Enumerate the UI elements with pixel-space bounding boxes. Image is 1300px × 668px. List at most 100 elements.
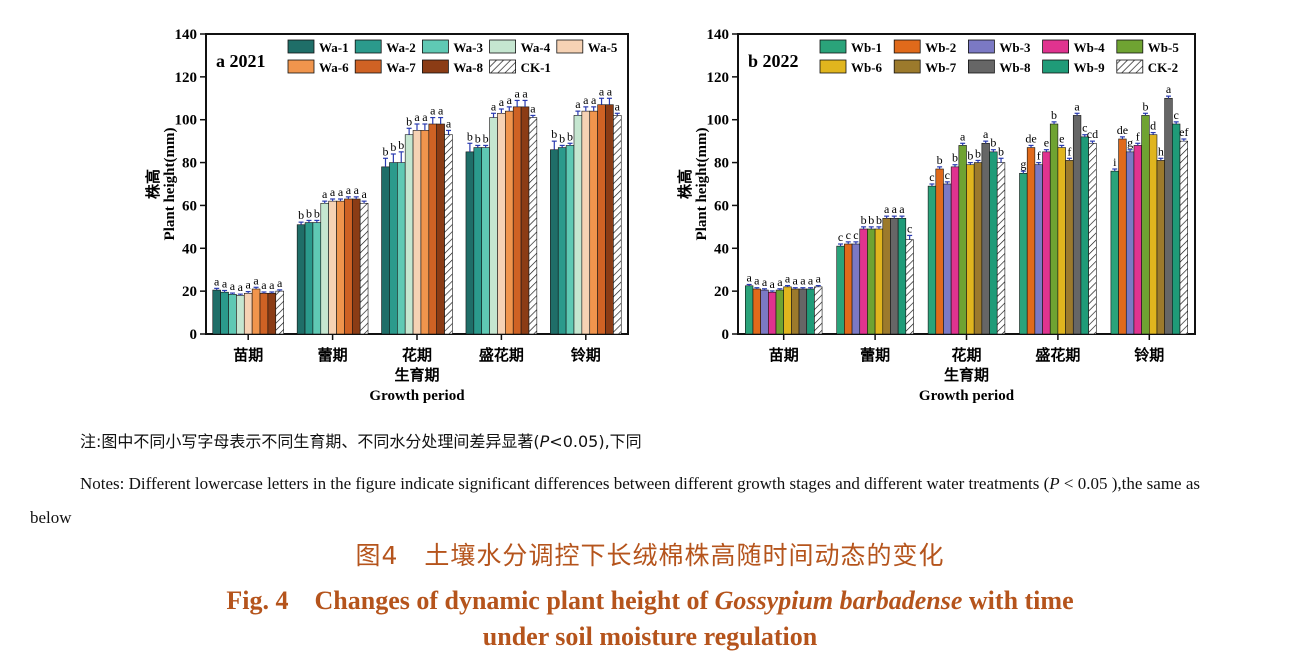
caption-en-prefix: Fig. 4 Changes of dynamic plant height o…: [226, 586, 715, 615]
bar-Wa-6: [420, 130, 430, 335]
bar-Wb-9: [1172, 123, 1181, 335]
significance-letter: i: [1113, 155, 1117, 169]
significance-letter: b: [559, 131, 565, 145]
significance-letter: a: [246, 278, 252, 292]
x-axis-label-cn: 生育期: [944, 366, 989, 384]
bar-Wa-2: [220, 291, 229, 335]
bar-Wa-6: [589, 110, 598, 335]
bar-Wa-2: [389, 162, 398, 335]
bar-Wb-6: [783, 286, 792, 335]
legend-swatch: [1042, 39, 1070, 54]
significance-letter: b: [406, 114, 412, 128]
significance-letter: a: [322, 187, 328, 201]
legend-label: Wb-2: [925, 40, 956, 55]
significance-letter: a: [607, 84, 613, 98]
significance-letter: a: [615, 99, 621, 113]
significance-letter: a: [1074, 99, 1080, 113]
y-axis-label-cn: 株高: [144, 169, 162, 199]
bar-Wa-2: [473, 147, 483, 335]
bar-Wa-5: [412, 130, 422, 335]
bar-Wb-8: [1164, 97, 1173, 335]
x-tick-label: 蕾期: [860, 346, 890, 364]
significance-letter: b: [382, 144, 388, 158]
significance-letter: c: [853, 228, 858, 242]
significance-letter: b: [551, 127, 557, 141]
significance-letter: a: [269, 278, 275, 292]
significance-letter: b: [475, 131, 481, 145]
bar-Wb-8: [1072, 115, 1082, 335]
legend-swatch: [967, 39, 995, 54]
note-cn-suffix: <0.05),下同: [549, 432, 642, 451]
x-tick-label: 苗期: [233, 346, 263, 364]
note-cn-prefix: 注:图中不同小写字母表示不同生育期、不同水分处理间差异显著(: [80, 432, 540, 451]
figure-caption-english-line2: under soil moisture regulation: [482, 622, 818, 651]
significance-letter: a: [422, 110, 428, 124]
legend-label: Wa-7: [386, 60, 416, 75]
legend-label: Wb-5: [1148, 40, 1180, 55]
significance-letter: c: [907, 221, 912, 235]
bar-Wb-2: [935, 168, 944, 335]
significance-letter: c: [929, 170, 934, 184]
significance-letter: a: [808, 274, 814, 288]
significance-letter: b: [861, 213, 867, 227]
legend-swatch: [421, 39, 449, 54]
legend-label: Wb-8: [999, 60, 1031, 75]
bar-Wa-8: [436, 123, 445, 335]
caption-en-suffix: with time: [962, 586, 1074, 615]
bar-Wa-1: [550, 149, 559, 335]
y-axis-label: Plant height(mm): [694, 128, 710, 241]
figure-caption-english-line1: Fig. 4 Changes of dynamic plant height o…: [0, 580, 1300, 617]
bar-CK-1: [359, 202, 369, 335]
bar-Wa-7: [428, 123, 437, 335]
significance-letter: f: [1136, 129, 1140, 143]
significance-letter: a: [522, 86, 528, 100]
y-tick-label: 80: [182, 156, 197, 172]
significance-letter: a: [446, 116, 452, 130]
y-tick-label: 40: [714, 241, 729, 257]
bar-CK-1: [444, 134, 453, 335]
legend-label: Wb-6: [851, 60, 883, 75]
significance-letter: a: [816, 272, 822, 286]
significance-letter: b: [467, 129, 473, 143]
y-tick-label: 140: [707, 27, 730, 43]
significance-letter: c: [1174, 108, 1179, 122]
bar-Wb-3: [760, 289, 769, 335]
x-tick-label: 苗期: [769, 346, 799, 364]
legend-swatch: [893, 39, 921, 54]
significance-letter: e: [1044, 136, 1049, 150]
significance-letter: de: [1025, 131, 1036, 145]
y-tick-label: 20: [714, 284, 729, 300]
legend-label: Wa-4: [521, 40, 551, 55]
bar-Wb-9: [897, 217, 907, 335]
legend-swatch: [489, 39, 517, 54]
bar-Wa-1: [296, 224, 306, 335]
significance-letter: a: [507, 93, 513, 107]
legend-swatch: [354, 59, 382, 74]
bar-Wb-5: [775, 289, 784, 335]
bar-Wb-2: [1026, 147, 1036, 335]
y-tick-label: 80: [714, 156, 729, 172]
y-tick-label: 120: [707, 70, 730, 86]
significance-letter: ef: [1179, 125, 1188, 139]
legend-swatch: [1042, 59, 1070, 74]
bar-Wa-3: [312, 222, 322, 335]
bar-Wb-3: [1034, 164, 1043, 335]
significance-letter: a: [754, 274, 760, 288]
bar-Wa-1: [212, 289, 221, 335]
significance-letter: b: [298, 208, 304, 222]
significance-letter: a: [238, 280, 244, 294]
legend-swatch: [1116, 59, 1144, 74]
note-en-suffix: < 0.05 ),the same as below: [30, 474, 1200, 527]
significance-letter: b: [952, 151, 958, 165]
note-chinese: 注:图中不同小写字母表示不同生育期、不同水分处理间差异显著(P<0.05),下同: [80, 428, 642, 452]
significance-letter: a: [214, 274, 220, 288]
legend-swatch: [489, 59, 517, 74]
bar-Wa-7: [259, 292, 269, 335]
bar-Wb-2: [1118, 138, 1127, 335]
significance-letter: b: [876, 213, 882, 227]
x-axis-label-cn: 生育期: [394, 366, 439, 384]
x-tick-label: 盛花期: [1035, 346, 1080, 364]
significance-letter: a: [361, 187, 367, 201]
bar-Wb-5: [958, 145, 967, 335]
bar-Wa-4: [489, 117, 498, 335]
